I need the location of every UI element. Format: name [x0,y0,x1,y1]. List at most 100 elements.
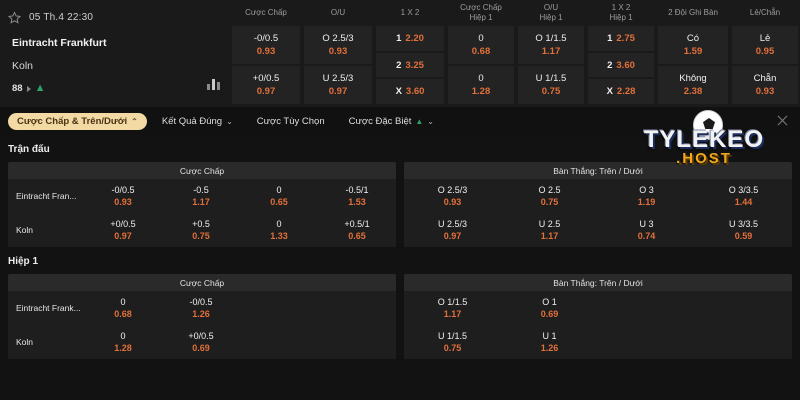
odds-cell-line: -0/0.5 [189,296,213,307]
odds-cell[interactable]: 0 0.68 [84,291,162,325]
odds-column-header-line2: Hiệp 1 [539,12,563,22]
close-x-icon[interactable] [777,115,788,126]
odds-cell[interactable]: U 1 1.26 [501,325,598,359]
odds-cell[interactable]: U 2.5/3 0.97 [404,213,501,247]
odds-cell-value: 2.28 [616,86,636,98]
odds-column: 2 Đội Ghi Bàn Có 1.59 Không 2.38 [656,0,730,107]
odds-column-header-line1: 1 X 2 [400,7,420,17]
odds-cell[interactable]: +0/0.5 0.97 [232,66,300,104]
odds-column-header: O/U [302,0,374,25]
odds-cell[interactable]: U 3/3.5 0.59 [695,213,792,247]
odds-cell[interactable]: O 2.5/3 0.93 [304,26,372,64]
bar-chart-icon[interactable] [207,76,223,90]
odds-column-body: -0/0.5 0.93 +0/0.5 0.97 [230,25,302,107]
odds-cell[interactable]: 0 1.28 [84,325,162,359]
odds-cell[interactable]: Lẻ 0.95 [732,26,798,64]
star-outline-icon[interactable] [8,10,21,24]
odds-cell-value: 2.20 [405,32,424,44]
odds-cell[interactable]: -0/0.5 0.93 [84,179,162,213]
odds-cell-line: O 1 [542,296,557,307]
match-meta: 88 ▲ [12,82,230,95]
market-tab[interactable]: Kết Quả Đúng ⌄ [153,113,242,130]
team-name-cell: Eintracht Fran... [16,191,77,201]
market-tab[interactable]: Cược Chấp & Trên/Dưới ⌃ [8,112,147,130]
pane-header: Cược Chấp [8,162,396,179]
odds-value-grid: O 1/1.5 1.17 U 1/1.5 0.75 O 1 0.69 U 1 1.26 [404,291,792,359]
odds-cell-price: 1.17 [540,230,559,241]
odds-cell-line: O 1/1.5 [535,32,567,44]
market-pane: Cược Chấp Eintracht Frank... Koln 0 0.68 0 1.2… [8,274,396,359]
odds-cell[interactable]: 1 2.75 [588,26,654,51]
odds-cell[interactable]: +0/0.5 0.97 [84,213,162,247]
odds-column-header: Lẻ/Chẵn [730,0,800,25]
team-name-column: Eintracht Fran... Koln [8,179,84,247]
pane-body: Eintracht Fran... Koln -0/0.5 0.93 +0/0.5 0.9… [8,179,396,247]
odds-column-header-line2: Hiệp 1 [469,12,493,22]
odds-value-grid: -0/0.5 0.93 +0/0.5 0.97 -0.5 1.17 +0.5 0.75 0 0.6… [84,179,396,247]
odds-cell[interactable]: +0/0.5 0.69 [162,325,240,359]
odds-cell-price: 0.97 [256,85,276,97]
odds-cell[interactable]: 0 1.28 [448,66,514,104]
odds-cell[interactable]: O 2.5/3 0.93 [404,179,501,213]
odds-cell-price: 0.65 [270,196,288,207]
chevron-up-green-icon[interactable]: ▲ [34,82,46,94]
odds-cell-line: O 3 [639,184,654,195]
odds-cell[interactable]: -0.5/1 1.53 [318,179,396,213]
odds-cell[interactable]: 0 0.68 [448,26,514,64]
odds-cell[interactable]: U 1/1.5 0.75 [404,325,501,359]
odds-column-body: Lẻ 0.95 Chẵn 0.93 [730,25,800,107]
odds-value-column [598,291,695,359]
odds-cell-key: 1 [396,32,402,44]
odds-cell[interactable]: X 3.60 [376,79,444,105]
market-tab[interactable]: Cược Tùy Chọn [248,113,334,130]
odds-column-header: Cược Chấp Hiệp 1 [446,0,516,25]
odds-cell-line: +0/0.5 [110,218,136,229]
chevron-down-icon[interactable]: ⌄ [226,116,233,126]
odds-value-column: O 2.5/3 0.93 U 2.5/3 0.97 [404,179,501,247]
odds-cell[interactable]: X 2.28 [588,79,654,105]
odds-cell[interactable]: U 2.5 1.17 [501,213,598,247]
odds-cell[interactable]: 2 3.25 [376,52,444,78]
odds-cell[interactable]: U 2.5/3 0.97 [304,66,372,104]
odds-cell[interactable]: O 1 0.69 [501,291,598,325]
odds-cell[interactable]: O 3/3.5 1.44 [695,179,792,213]
odds-cell-line: 0 [276,218,282,229]
odds-value-column: -0/0.5 0.93 +0/0.5 0.97 [84,179,162,247]
odds-cell-value: 3.25 [405,59,424,71]
odds-cell[interactable]: -0/0.5 1.26 [162,291,240,325]
pane-header: Cược Chấp [8,274,396,291]
odds-cell-line: -0/0.5 [253,32,279,44]
odds-cell[interactable]: +0.5/1 0.65 [318,213,396,247]
odds-cell[interactable]: -0.5 1.17 [162,179,240,213]
odds-value-column [695,291,792,359]
odds-cell-line: O 1/1.5 [437,296,468,307]
odds-cell-line: 0 [478,72,484,84]
odds-cell[interactable]: Có 1.59 [658,26,728,64]
odds-cell[interactable]: 0 0.65 [240,179,318,213]
play-triangle-icon[interactable] [26,85,31,92]
chevron-down-icon[interactable]: ⌄ [427,116,434,126]
odds-cell-price: 0.74 [637,230,656,241]
odds-cell-line: Không [679,72,707,84]
odds-cell[interactable]: U 3 0.74 [598,213,695,247]
odds-column-header-line1: 2 Đội Ghi Bàn [668,7,718,17]
odds-cell[interactable]: 2 3.60 [588,52,654,78]
chevron-up-icon[interactable]: ⌃ [131,116,138,126]
odds-cell[interactable]: Chẵn 0.93 [732,66,798,104]
odds-cell-price: 1.28 [114,342,132,353]
odds-cell[interactable]: O 3 1.19 [598,179,695,213]
odds-cell[interactable]: O 2.5 0.75 [501,179,598,213]
odds-cell[interactable]: -0/0.5 0.93 [232,26,300,64]
odds-cell[interactable]: O 1/1.5 1.17 [518,26,584,64]
market-tab[interactable]: Cược Đặc Biệt ▲ ⌄ [340,113,443,130]
odds-cell[interactable]: 1 2.20 [376,26,444,51]
odds-cell[interactable]: Không 2.38 [658,66,728,104]
odds-cell[interactable]: U 1/1.5 0.75 [518,66,584,104]
team-name-cell: Koln [16,337,34,347]
odds-cell[interactable]: +0.5 0.75 [162,213,240,247]
odds-column-header: 1 X 2 Hiệp 1 [586,0,656,25]
odds-cell[interactable]: O 1/1.5 1.17 [404,291,501,325]
section-title: Trận đấu [8,144,50,155]
odds-cell[interactable]: 0 1.33 [240,213,318,247]
